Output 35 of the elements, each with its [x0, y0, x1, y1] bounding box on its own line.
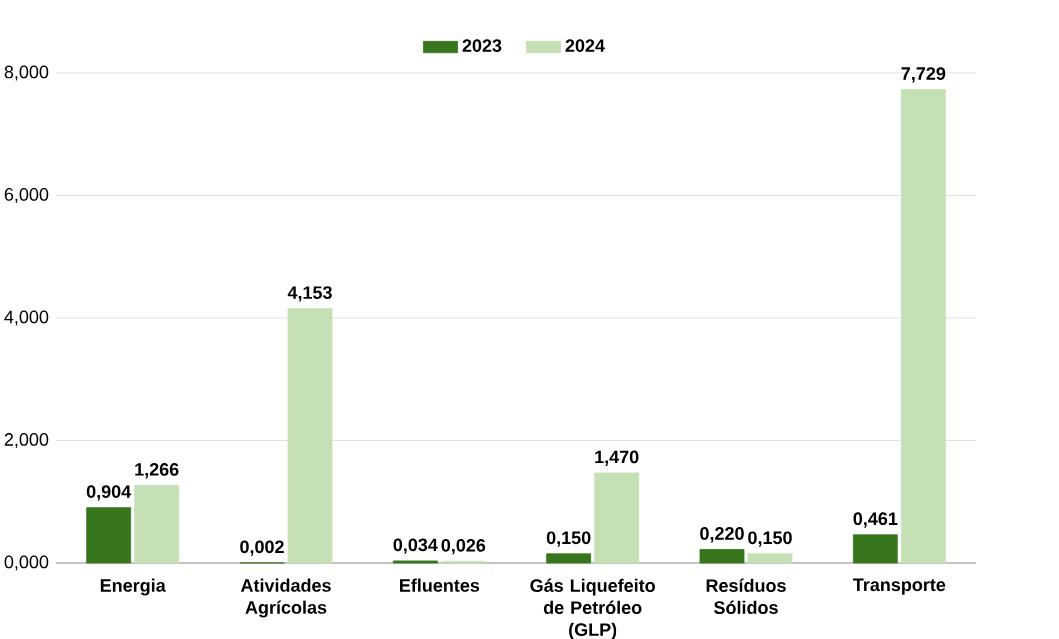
bar [900, 89, 946, 564]
bar [852, 534, 898, 564]
y-tick-label: 4,000 [4, 310, 49, 326]
x-tick-label: Resíduos Sólidos [706, 578, 786, 614]
data-label: 0,461 [853, 512, 898, 528]
y-tick-label: 8,000 [4, 65, 49, 81]
x-tick-label: Transporte [853, 578, 946, 595]
bar [392, 560, 438, 564]
data-label: 7,729 [901, 67, 946, 83]
y-tick-label: 0,000 [4, 555, 49, 571]
x-tick-label: Energia [100, 578, 166, 596]
bar [594, 472, 640, 564]
x-tick-label: Gás Liquefeito de Petróleo (GLP) [530, 578, 655, 639]
bar [546, 553, 592, 564]
y-tick-label: 2,000 [4, 433, 49, 448]
bar [86, 507, 132, 564]
data-label: 1,266 [135, 463, 179, 479]
data-label: 0,150 [546, 531, 591, 547]
bar [699, 549, 745, 564]
data-label: 1,470 [595, 450, 639, 466]
data-label: 0,034 [393, 538, 438, 554]
legend-label: 2024 [565, 39, 605, 52]
y-tick-label: 6,000 [4, 188, 49, 203]
data-label: 0,002 [240, 540, 284, 556]
data-label: 0,026 [441, 538, 486, 555]
data-label: 0,150 [748, 531, 792, 547]
bar [134, 485, 180, 564]
bar [287, 308, 333, 564]
bar [747, 553, 793, 564]
data-label: 0,904 [86, 485, 132, 501]
x-tick-label: Atividades Agrícolas [240, 578, 331, 618]
x-tick-label: Efluentes [400, 578, 480, 592]
legend-label: 2023 [462, 39, 502, 52]
data-label: 4,153 [287, 286, 332, 302]
data-label: 0,220 [700, 527, 744, 543]
